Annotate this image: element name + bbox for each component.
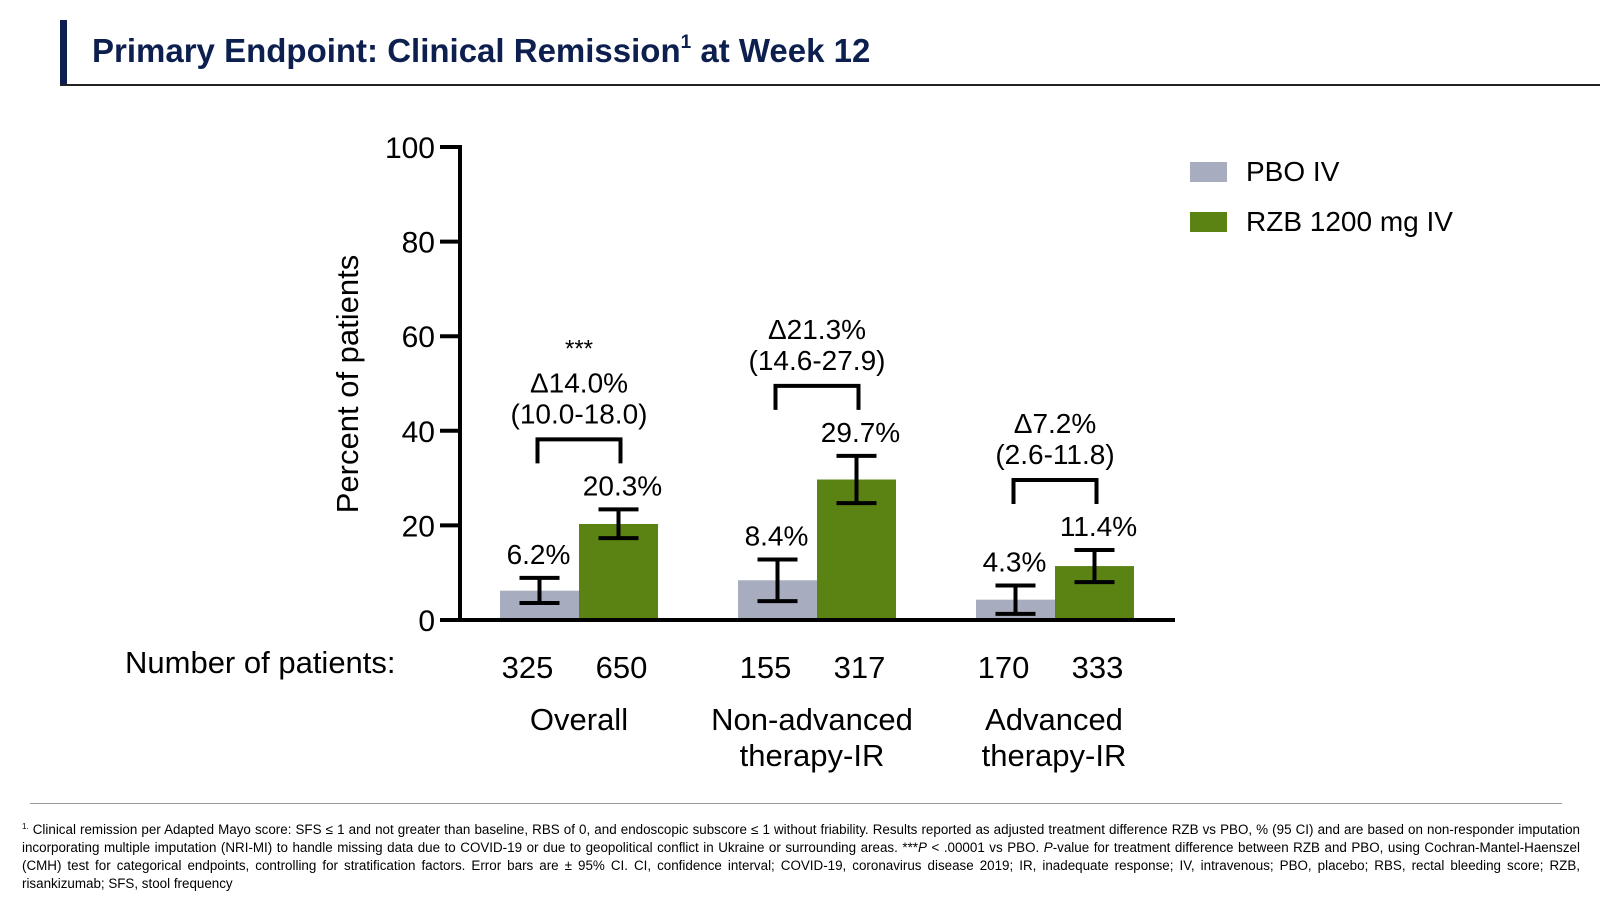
y-tick-label: 20 <box>402 510 435 543</box>
footnote: 1. Clinical remission per Adapted Mayo s… <box>22 822 1580 891</box>
bar-value-label: 20.3% <box>583 470 662 501</box>
bar-value-label: 4.3% <box>983 546 1047 577</box>
bar-value-label: 29.7% <box>821 417 900 448</box>
y-tick-label: 100 <box>385 132 435 165</box>
bar-value-label: 11.4% <box>1060 511 1137 542</box>
n-count-label: 317 <box>834 650 886 685</box>
legend-swatch <box>1190 212 1227 232</box>
footnote-divider <box>30 803 1562 804</box>
category-label: therapy-IR <box>740 738 885 773</box>
category-label: Non-advanced <box>711 702 913 737</box>
n-count-label: 333 <box>1072 650 1124 685</box>
difference-delta: Δ14.0% <box>530 367 628 398</box>
significance-marker: *** <box>565 335 593 362</box>
difference-bracket <box>1011 477 1099 504</box>
difference-delta: Δ7.2% <box>1014 408 1097 439</box>
category-label: therapy-IR <box>982 738 1127 773</box>
category-label: Overall <box>530 702 628 737</box>
bar-value-label: 6.2% <box>507 539 571 570</box>
difference-ci: (14.6-27.9) <box>749 345 886 376</box>
title-divider <box>60 84 1600 86</box>
y-tick-label: 60 <box>402 321 435 354</box>
difference-bracket <box>773 383 861 410</box>
category-label: Advanced <box>985 702 1123 737</box>
y-tick-label: 0 <box>418 605 435 638</box>
bar-chart: 0 20 40 60 80 100 Percent of patients 6.2% 325 20… <box>125 132 1453 773</box>
difference-bracket <box>535 437 623 464</box>
n-row-label: Number of patients: <box>125 645 396 680</box>
bar-value-label: 8.4% <box>745 520 809 551</box>
slide-title: Primary Endpoint: Clinical Remission1 at… <box>92 32 871 69</box>
legend-label: RZB 1200 mg IV <box>1246 206 1453 237</box>
title-accent-bar <box>60 20 67 85</box>
y-tick-label: 80 <box>402 227 435 260</box>
n-count-label: 325 <box>502 650 554 685</box>
y-axis-title: Percent of patients <box>330 255 365 514</box>
legend-swatch <box>1190 162 1227 182</box>
n-count-label: 650 <box>596 650 648 685</box>
y-tick-label: 40 <box>402 416 435 449</box>
n-count-label: 170 <box>978 650 1030 685</box>
legend-label: PBO IV <box>1246 156 1340 187</box>
difference-delta: Δ21.3% <box>768 314 866 345</box>
difference-ci: (2.6-11.8) <box>995 439 1114 470</box>
n-count-label: 155 <box>740 650 792 685</box>
difference-ci: (10.0-18.0) <box>511 398 648 429</box>
